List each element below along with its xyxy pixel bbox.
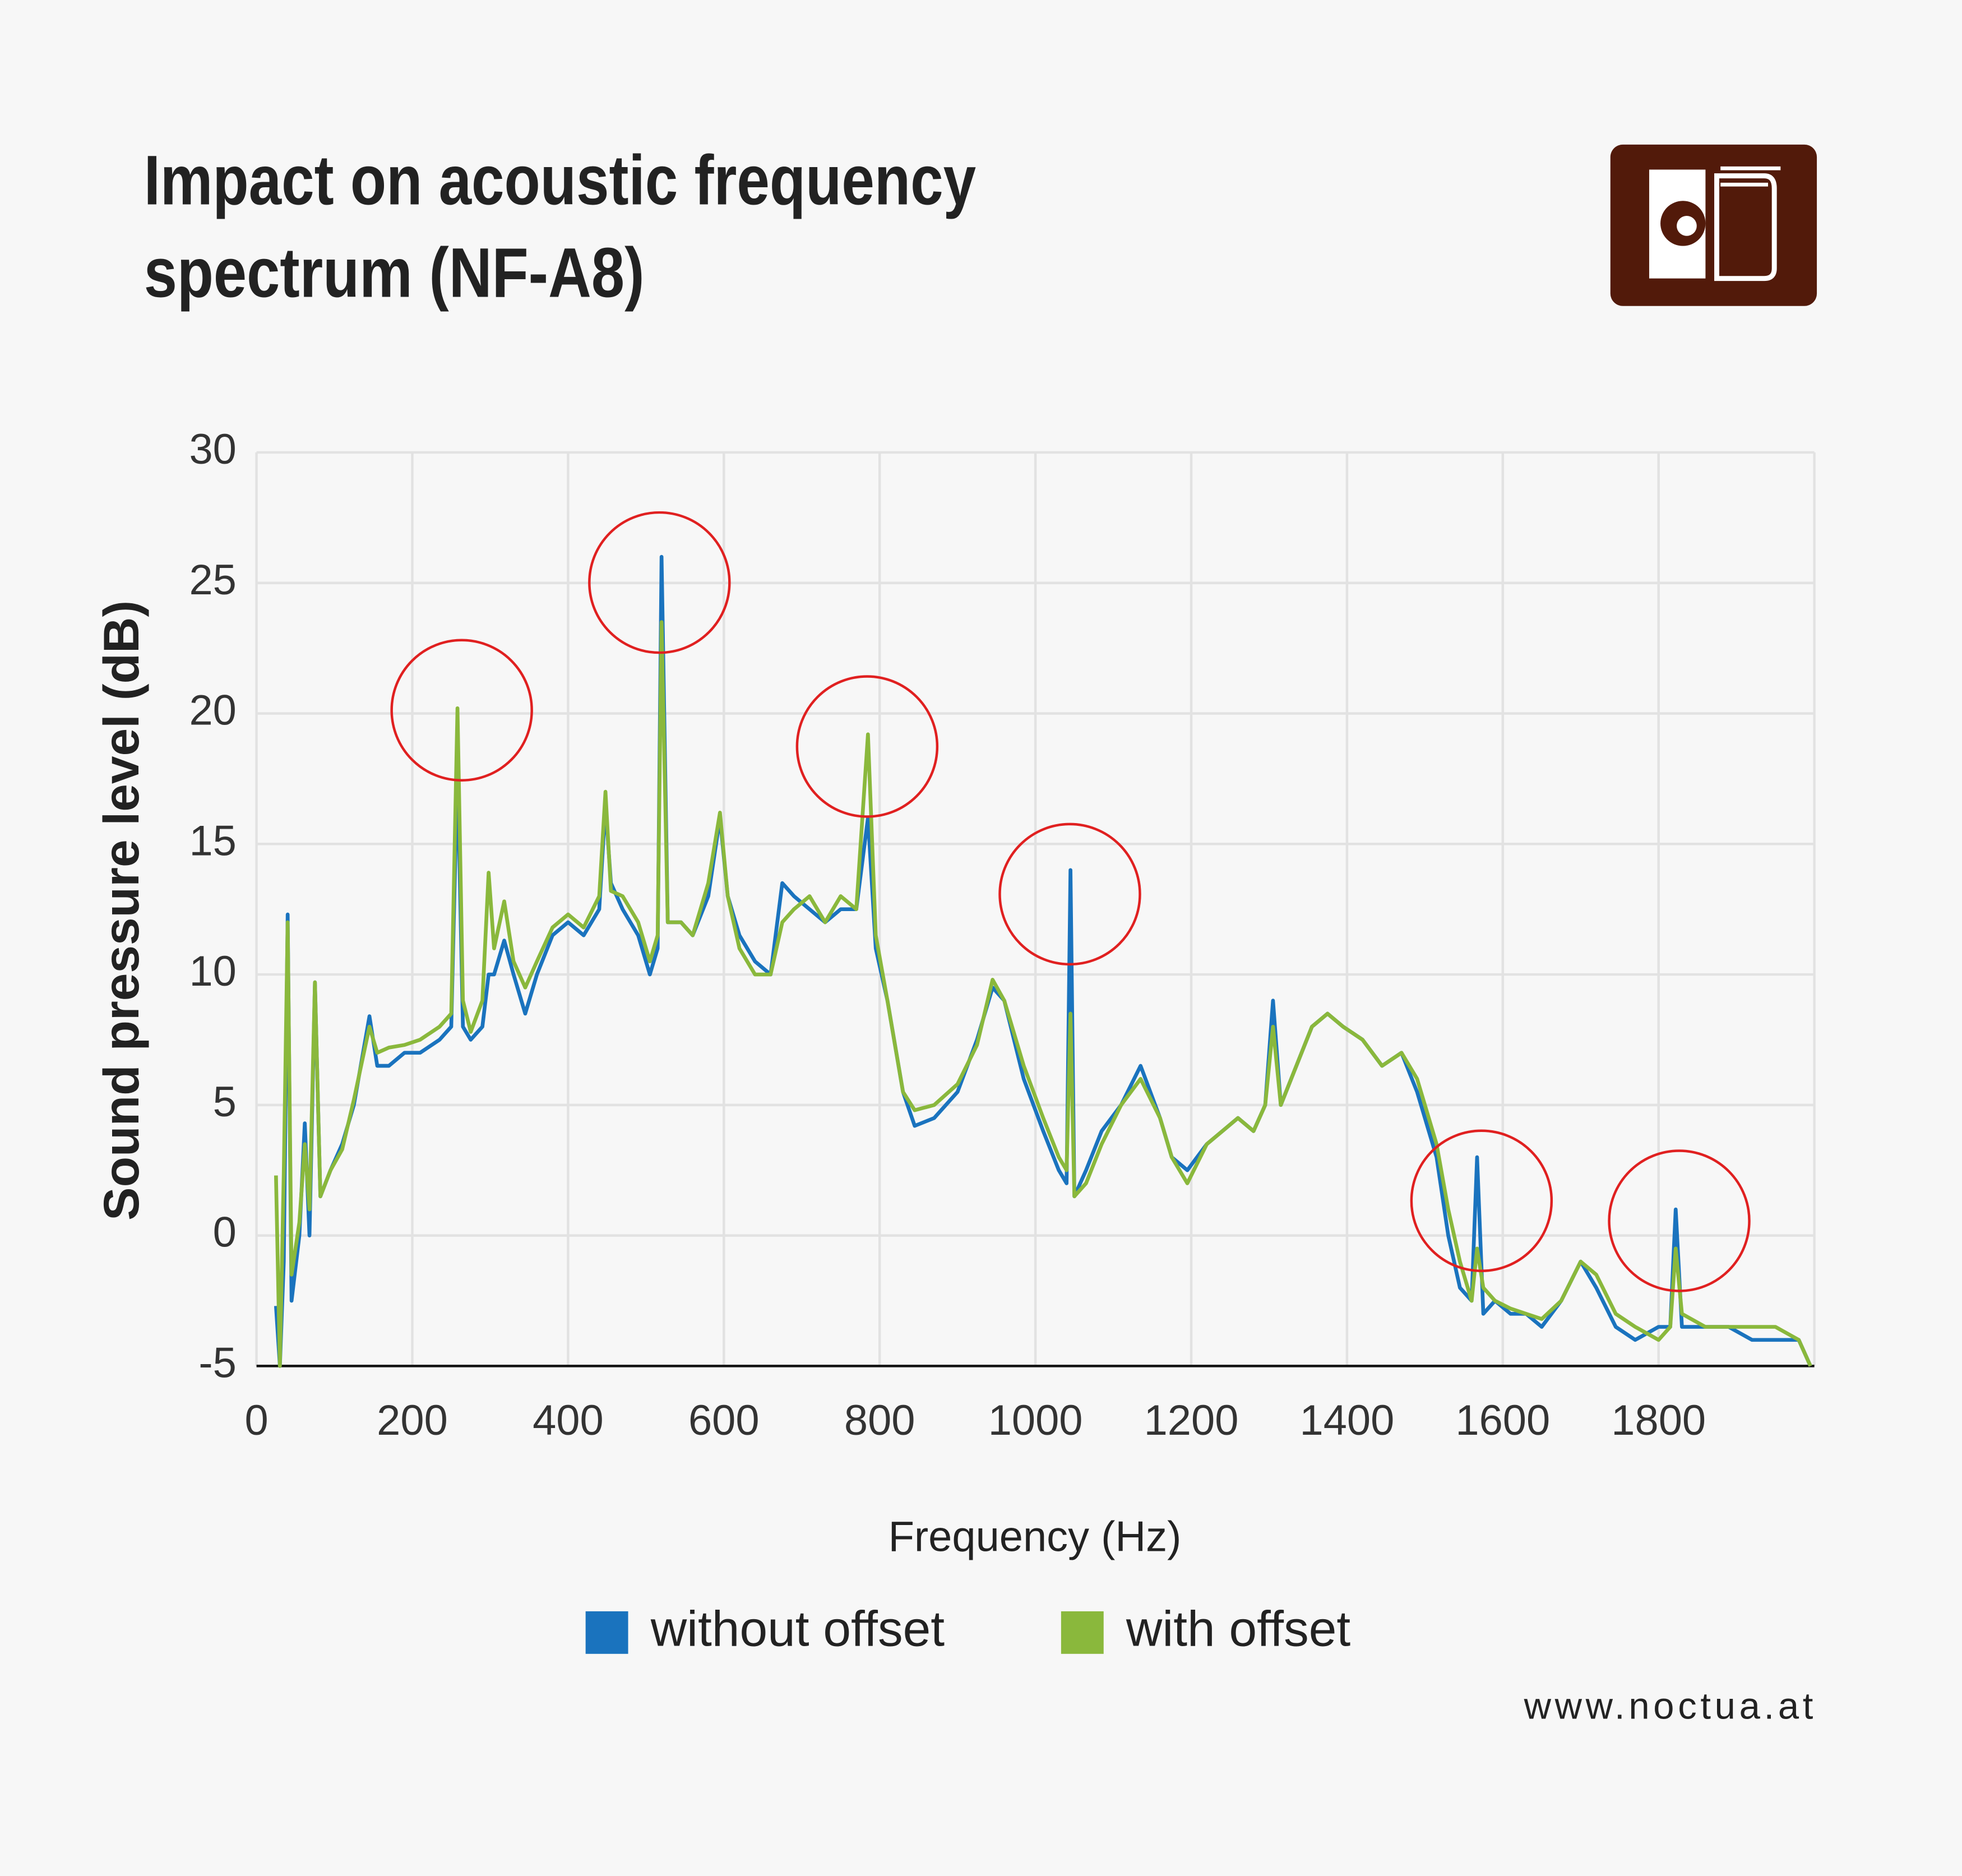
series-line xyxy=(274,620,1812,1368)
legend-swatch xyxy=(585,1611,628,1654)
chart-title: Impact on acoustic frequency xyxy=(144,141,976,219)
y-tick-label: 20 xyxy=(189,687,236,734)
x-tick-label: 400 xyxy=(533,1397,604,1444)
y-tick-label: 30 xyxy=(189,426,236,473)
x-tick-label: 1000 xyxy=(988,1397,1083,1444)
x-tick-label: 0 xyxy=(244,1397,268,1444)
y-tick-label: 0 xyxy=(213,1209,237,1256)
x-tick-label: 1200 xyxy=(1144,1397,1239,1444)
y-tick-label: 10 xyxy=(189,948,236,995)
x-axis-label: Frequency (Hz) xyxy=(889,1513,1182,1561)
x-tick-label: 1400 xyxy=(1300,1397,1395,1444)
y-tick-label: -5 xyxy=(198,1339,236,1387)
logo xyxy=(1610,144,1817,306)
x-tick-label: 800 xyxy=(844,1397,915,1444)
source: www.noctua.at xyxy=(1524,1685,1817,1727)
legend-swatch xyxy=(1061,1611,1104,1654)
chart-title: spectrum (NF-A8) xyxy=(144,234,645,312)
x-tick-label: 1800 xyxy=(1611,1397,1706,1444)
x-tick-label: 1600 xyxy=(1455,1397,1550,1444)
legend-label: without offset xyxy=(650,1600,945,1656)
x-tick-label: 200 xyxy=(377,1397,448,1444)
y-tick-label: 15 xyxy=(189,817,236,865)
legend-label: with offset xyxy=(1126,1600,1350,1656)
annotation-circles xyxy=(390,511,1751,1292)
x-tick-label: 600 xyxy=(688,1397,760,1444)
y-axis-label: Sound pressure level (dB) xyxy=(93,600,149,1221)
y-tick-label: 5 xyxy=(213,1078,237,1126)
y-tick-label: 25 xyxy=(189,556,236,604)
